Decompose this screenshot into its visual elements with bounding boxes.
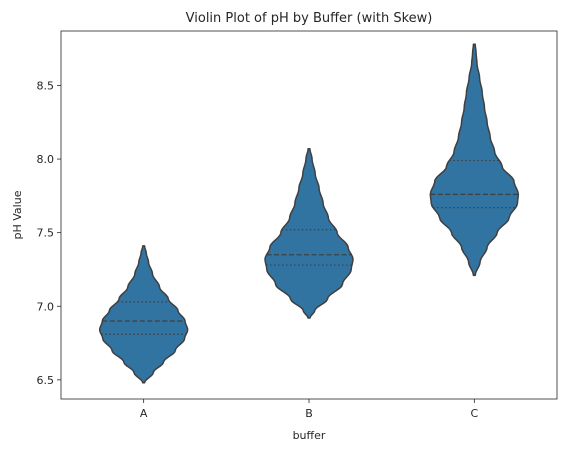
x-axis: A B C [140,399,478,420]
x-tick-label: B [305,407,313,420]
y-tick-label: 8.0 [37,153,55,166]
violins-layer [98,43,520,384]
y-axis-label: pH Value [11,190,24,239]
y-tick-label: 7.0 [37,300,55,313]
violin-C [429,43,520,277]
violin-B [264,148,354,319]
x-tick-label: A [140,407,148,420]
y-axis: 6.5 7.0 7.5 8.0 8.5 [37,79,61,387]
y-tick-label: 7.5 [37,227,55,240]
y-tick-label: 8.5 [37,79,55,92]
chart-title: Violin Plot of pH by Buffer (with Skew) [186,11,433,26]
y-tick-label: 6.5 [37,374,55,387]
violin-A [98,245,189,384]
x-tick-label: C [470,407,478,420]
x-axis-label: buffer [293,429,326,442]
